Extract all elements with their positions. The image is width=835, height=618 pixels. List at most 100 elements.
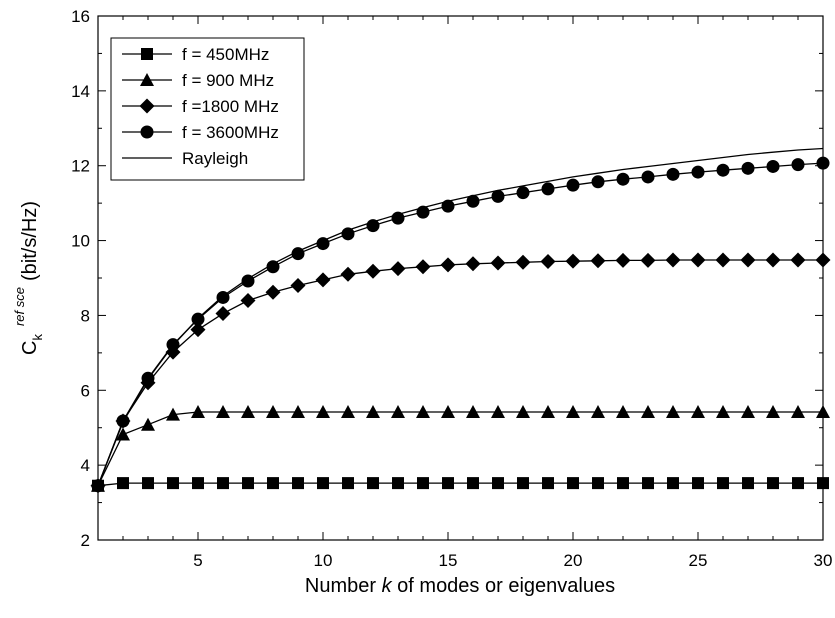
data-point-square <box>142 477 154 490</box>
data-point-circle <box>266 260 280 274</box>
data-point-diamond <box>315 272 331 288</box>
data-point-square <box>217 477 229 490</box>
data-point-square <box>742 477 754 490</box>
data-point-circle <box>716 163 730 177</box>
data-point-square <box>392 477 404 490</box>
data-point-diamond <box>265 284 281 300</box>
data-point-square <box>117 477 129 490</box>
data-point-triangle <box>291 404 305 418</box>
data-point-triangle <box>191 404 205 418</box>
data-point-triangle <box>466 404 480 418</box>
data-point-square <box>192 477 204 490</box>
x-tick-label: 30 <box>814 551 833 570</box>
y-tick-label: 12 <box>71 157 90 176</box>
data-point-circle <box>541 182 555 196</box>
data-point-triangle <box>266 404 280 418</box>
data-point-circle <box>341 227 355 241</box>
legend-label: f = 900 MHz <box>182 71 274 90</box>
data-point-diamond <box>415 259 431 275</box>
data-point-diamond <box>390 261 406 277</box>
data-point-square <box>492 477 504 490</box>
x-tick-label: 5 <box>193 551 202 570</box>
data-point-diamond <box>465 256 481 272</box>
data-point-square <box>617 477 629 490</box>
data-point-diamond <box>690 252 706 268</box>
data-point-triangle <box>216 404 230 418</box>
x-axis-title: Number k of modes or eigenvalues <box>305 575 615 597</box>
data-point-triangle <box>141 417 155 431</box>
legend-label: f =1800 MHz <box>182 97 279 116</box>
data-point-square <box>442 477 454 490</box>
data-point-triangle <box>341 404 355 418</box>
data-point-circle <box>641 170 655 184</box>
data-point-diamond <box>640 252 656 268</box>
x-tick-label: 10 <box>314 551 333 570</box>
data-point-diamond <box>340 266 356 282</box>
data-point-diamond <box>590 253 606 269</box>
data-point-triangle <box>641 404 655 418</box>
legend-label: f = 3600MHz <box>182 123 279 142</box>
data-point-square <box>567 477 579 490</box>
data-point-diamond <box>740 252 756 268</box>
data-point-square <box>292 477 304 490</box>
data-point-triangle <box>416 404 430 418</box>
data-point-triangle <box>741 404 755 418</box>
data-point-diamond <box>715 252 731 268</box>
data-point-circle <box>416 205 430 219</box>
data-point-diamond <box>215 306 231 322</box>
data-point-circle <box>766 159 780 173</box>
data-point-triangle <box>816 404 830 418</box>
data-point-triangle <box>516 404 530 418</box>
series-line-2 <box>97 259 823 486</box>
data-point-circle <box>316 237 330 251</box>
data-point-circle <box>241 274 255 288</box>
y-tick-label: 16 <box>71 7 90 26</box>
data-point-circle <box>591 175 605 189</box>
data-point-triangle <box>766 404 780 418</box>
x-tick-label: 15 <box>439 551 458 570</box>
data-point-triangle <box>666 404 680 418</box>
data-point-diamond <box>615 252 631 268</box>
data-point-diamond <box>290 277 306 293</box>
data-point-circle <box>116 414 130 428</box>
data-point-diamond <box>490 255 506 271</box>
series-lines <box>97 147 824 487</box>
y-tick-label: 14 <box>71 82 90 101</box>
data-point-diamond <box>765 252 781 268</box>
data-point-triangle <box>591 404 605 418</box>
data-point-square <box>367 477 379 490</box>
series-line-4 <box>97 147 824 486</box>
data-point-triangle <box>166 407 180 421</box>
y-tick-label: 2 <box>81 531 90 550</box>
data-point-triangle <box>391 404 405 418</box>
data-point-square <box>817 477 829 490</box>
data-point-triangle <box>491 404 505 418</box>
data-point-circle <box>616 172 630 186</box>
legend-label: f = 450MHz <box>182 45 269 64</box>
data-point-diamond <box>815 252 831 268</box>
data-point-square <box>642 477 654 490</box>
y-tick-label: 6 <box>81 381 90 400</box>
data-point-circle <box>566 178 580 192</box>
data-point-diamond <box>515 254 531 270</box>
data-point-circle <box>366 219 380 233</box>
series-line-1 <box>97 411 823 486</box>
data-point-diamond <box>365 263 381 279</box>
legend-marker-triangle <box>140 73 154 86</box>
data-point-square <box>717 477 729 490</box>
data-point-circle <box>666 167 680 181</box>
data-point-circle <box>491 189 505 203</box>
legend-marker-diamond <box>139 98 155 114</box>
data-point-circle <box>191 312 205 326</box>
data-point-square <box>417 477 429 490</box>
y-tick-label: 8 <box>81 306 90 325</box>
data-point-triangle <box>316 404 330 418</box>
data-point-circle <box>441 199 455 213</box>
data-point-square <box>592 477 604 490</box>
data-point-circle <box>166 338 180 352</box>
data-point-triangle <box>566 404 580 418</box>
axis-ticks: 5 10 15 20 25 30 2 4 6 8 10 12 14 16 <box>71 7 832 570</box>
series-markers <box>90 156 831 494</box>
data-point-circle <box>741 161 755 175</box>
